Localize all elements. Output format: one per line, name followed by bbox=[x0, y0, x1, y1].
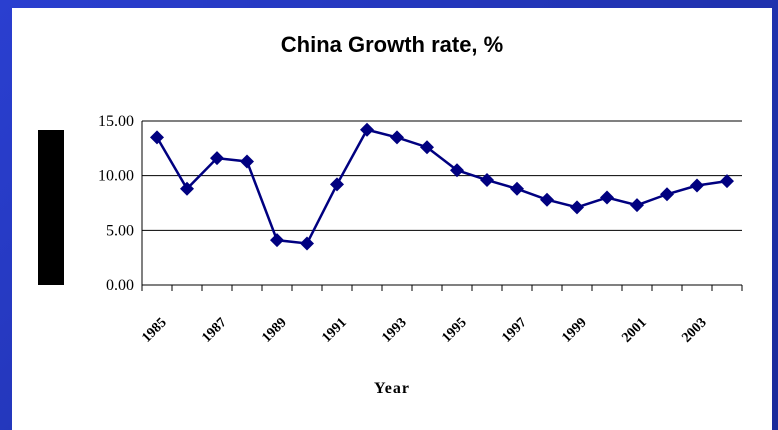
data-point-marker bbox=[450, 163, 464, 178]
data-point-marker bbox=[510, 181, 524, 196]
data-point-marker bbox=[480, 173, 494, 188]
chart-panel: China Growth rate, % 0.00 5.00 10.00 15.00 1… bbox=[12, 8, 772, 430]
data-point-marker bbox=[720, 174, 734, 189]
x-tick-label: 1991 bbox=[319, 315, 349, 345]
data-point-marker bbox=[300, 236, 314, 251]
data-point-marker bbox=[180, 181, 194, 196]
chart-title: China Growth rate, % bbox=[280, 32, 504, 57]
y-tick-label: 15.00 bbox=[98, 113, 134, 130]
x-tick-label: 1993 bbox=[379, 315, 409, 345]
data-point-marker bbox=[210, 151, 224, 166]
data-point-marker bbox=[150, 130, 164, 145]
y-tick-label: 10.00 bbox=[98, 168, 134, 185]
x-tick-label: 1989 bbox=[259, 315, 289, 345]
x-tick-label: 1997 bbox=[499, 315, 529, 345]
data-point-marker bbox=[420, 140, 434, 155]
x-tick-label: 2003 bbox=[679, 315, 709, 345]
data-point-marker bbox=[570, 200, 584, 215]
data-point-marker bbox=[330, 177, 344, 192]
x-tick-label: 1987 bbox=[199, 315, 229, 345]
data-point-marker bbox=[240, 154, 254, 169]
series-line bbox=[155, 128, 728, 245]
data-point-marker bbox=[270, 233, 284, 248]
data-point-marker bbox=[540, 192, 554, 207]
x-axis-label: Year bbox=[374, 380, 410, 397]
y-axis-label-block bbox=[38, 130, 64, 285]
x-tick-label: 1995 bbox=[439, 315, 469, 345]
data-point-marker bbox=[360, 122, 374, 137]
data-point-marker bbox=[690, 178, 704, 193]
x-tick-label: 2001 bbox=[619, 315, 649, 345]
x-tick-label: 1999 bbox=[559, 315, 589, 345]
x-tick-label: 1985 bbox=[139, 315, 169, 345]
line-chart: 0.00 5.00 10.00 15.00 1985 1987 1989 1991 1993 19… bbox=[98, 113, 743, 346]
y-tick-label: 5.00 bbox=[106, 222, 134, 239]
data-point-marker bbox=[600, 190, 614, 205]
data-point-marker bbox=[630, 198, 644, 213]
data-point-marker bbox=[660, 187, 674, 202]
y-tick-label: 0.00 bbox=[106, 277, 134, 294]
data-point-marker bbox=[390, 130, 404, 145]
